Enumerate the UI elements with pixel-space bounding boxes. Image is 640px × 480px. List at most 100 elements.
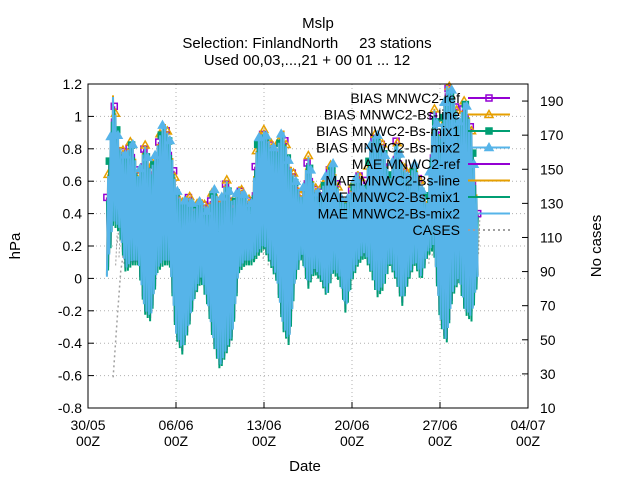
chart-subtitle-1: Selection: FinlandNorth 23 stations (182, 35, 431, 52)
series-marker (149, 149, 161, 159)
y2-axis-label: No cases (588, 215, 605, 278)
legend-label: MAE MNWC2-ref (352, 156, 460, 172)
x-tick-date: 27/06 (422, 417, 457, 433)
legend-label: MAE MNWC2-Bs-mix2 (318, 206, 461, 222)
series-marker (290, 175, 302, 186)
series-marker (142, 151, 153, 162)
series-marker (223, 185, 235, 195)
x-tick-time: 00Z (164, 433, 189, 449)
series-marker (194, 195, 205, 206)
x-tick-time: 00Z (252, 433, 277, 449)
legend-marker (485, 94, 493, 102)
x-tick-time: 00Z (340, 433, 365, 449)
series-marker (461, 100, 472, 110)
x-tick-date: 13/06 (246, 417, 281, 433)
y2-tick-label: 170 (540, 127, 564, 143)
series-marker (357, 183, 369, 193)
series-marker (416, 184, 428, 194)
legend-marker (483, 141, 495, 152)
x-tick-date: 06/06 (158, 417, 193, 433)
series-marker (157, 119, 168, 129)
y-tick-label: -0.6 (58, 368, 82, 384)
x-tick-time: 00Z (76, 433, 101, 449)
y2-tick-label: 110 (540, 229, 563, 245)
y2-axis-ticks: 10 30 50 70 90 110 130 150 170 190 (522, 93, 564, 416)
series-marker (335, 191, 346, 201)
y-tick-label: 0.4 (63, 206, 83, 222)
y2-tick-label: 70 (540, 298, 556, 314)
series-marker (379, 149, 391, 160)
series-marker (216, 191, 228, 201)
y-tick-label: 0.2 (63, 238, 83, 254)
series-marker (209, 183, 220, 194)
series-marker (164, 135, 176, 145)
series-marker (327, 157, 339, 168)
series-marker (298, 181, 309, 191)
y-tick-label: 0 (74, 270, 82, 286)
y2-tick-label: 190 (540, 93, 564, 109)
x-tick-date: 30/05 (70, 417, 105, 433)
series-marker (120, 149, 131, 159)
y2-tick-label: 90 (540, 264, 556, 280)
y2-tick-label: 130 (540, 195, 564, 211)
series-marker (253, 132, 265, 142)
series-marker (372, 129, 383, 139)
cases-line (112, 236, 481, 378)
cases-noise (115, 233, 118, 266)
series-marker (179, 195, 191, 205)
series-marker (312, 187, 324, 197)
series-marker (409, 158, 420, 168)
y-tick-label: 0.6 (63, 173, 83, 189)
series-marker (172, 185, 183, 195)
series-marker (320, 170, 331, 180)
series-marker (350, 173, 361, 183)
series-marker (112, 129, 124, 140)
series-marker (231, 187, 242, 198)
series-marker (424, 166, 435, 176)
series-lines (102, 80, 482, 369)
y-tick-label: 1 (74, 108, 82, 124)
series-marker (431, 117, 443, 127)
y-tick-label: -0.4 (58, 335, 82, 351)
legend-label: BIAS MNWC2-Bs-mix2 (316, 140, 460, 156)
series-marker (364, 139, 376, 150)
y-tick-label: -0.8 (58, 400, 82, 416)
legend-label: BIAS MNWC2-Bs-mix1 (316, 123, 460, 139)
series-marker (305, 164, 317, 174)
x-axis-ticks: 30/0500Z06/0600Z13/0600Z20/0600Z27/0600Z… (70, 402, 546, 449)
y2-tick-label: 10 (540, 400, 556, 416)
series-marker (140, 145, 148, 153)
series-marker (261, 130, 272, 140)
x-tick-time: 00Z (516, 433, 541, 449)
series-marker (387, 156, 398, 166)
series-marker (283, 154, 294, 164)
series-marker (342, 192, 354, 202)
series-marker (221, 180, 230, 188)
y-tick-label: -0.2 (58, 303, 82, 319)
series-marker (246, 197, 257, 207)
series-marker (186, 197, 198, 207)
series-marker (409, 168, 418, 176)
cases-noise (478, 211, 481, 255)
series-marker (453, 116, 465, 126)
y-axis-ticks: -0.8 -0.6 -0.4 -0.2 0 0.2 0.4 0.6 0.8 1 1.2 (58, 76, 94, 416)
series-line (105, 85, 479, 365)
series-marker (394, 148, 406, 158)
y-tick-label: 0.8 (63, 141, 83, 157)
x-tick-date: 20/06 (334, 417, 369, 433)
legend-label: MAE MNWC2-Bs-line (325, 173, 460, 189)
x-tick-date: 04/07 (510, 417, 545, 433)
chart-subtitle-2: Used 00,03,...,21 + 00 01 ... 12 (204, 52, 410, 69)
series-marker (105, 131, 116, 141)
series-marker (134, 163, 146, 173)
legend-label: BIAS MNWC2-ref (350, 90, 460, 106)
legend-marker (485, 127, 493, 135)
chart-title: Mslp (302, 15, 334, 32)
series-marker (238, 188, 250, 199)
x-axis-label: Date (289, 458, 321, 475)
y2-tick-label: 30 (540, 366, 556, 382)
series-marker (275, 128, 287, 138)
legend-label: BIAS MNWC2-Bs-line (324, 107, 460, 123)
series-marker (439, 96, 450, 106)
